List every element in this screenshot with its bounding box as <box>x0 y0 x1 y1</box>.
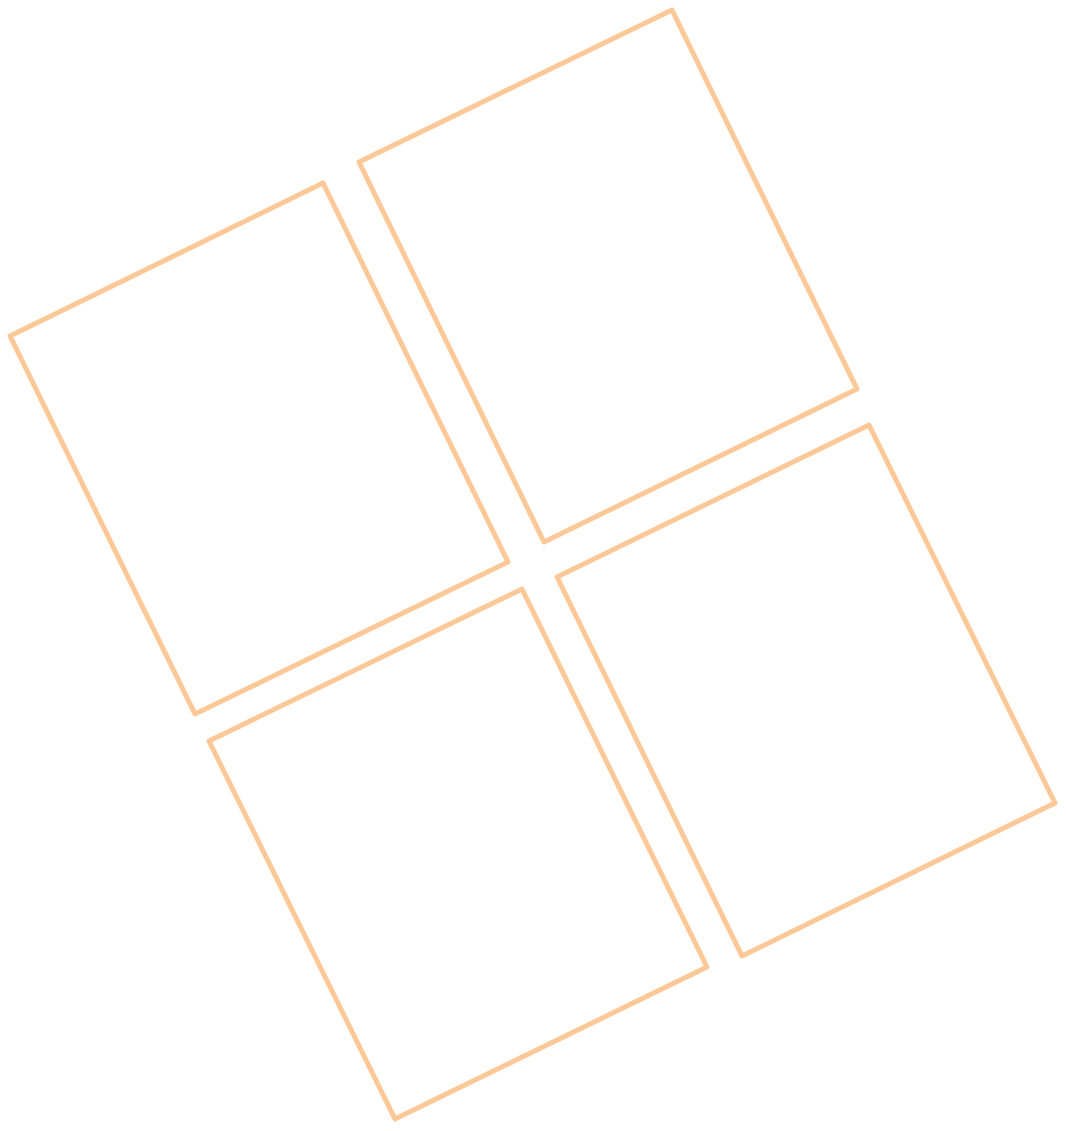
pane-top-right <box>356 7 860 545</box>
pane-bottom-right <box>554 422 1058 959</box>
logo-panes <box>7 7 1058 1122</box>
pane-bottom-left <box>206 586 710 1122</box>
pane-top-left <box>7 180 511 717</box>
